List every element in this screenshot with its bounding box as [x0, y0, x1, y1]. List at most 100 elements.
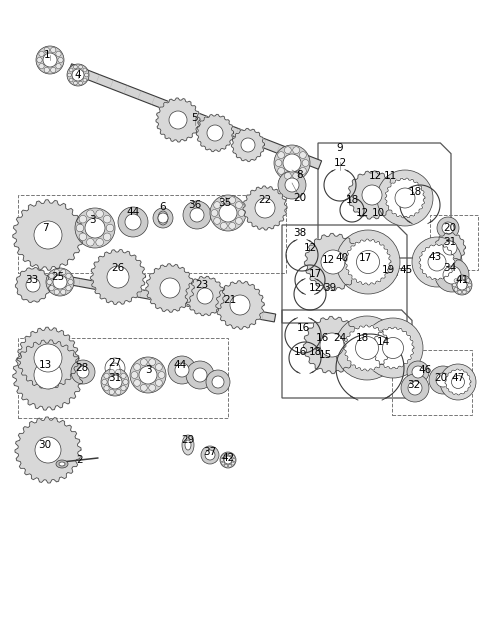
Circle shape — [76, 224, 84, 232]
Text: 13: 13 — [38, 360, 52, 370]
Circle shape — [283, 154, 301, 172]
Circle shape — [125, 214, 141, 230]
Circle shape — [255, 198, 275, 218]
Bar — [18, 195, 286, 273]
Text: 1: 1 — [44, 50, 50, 60]
Circle shape — [86, 238, 94, 246]
Circle shape — [302, 159, 309, 166]
Circle shape — [149, 384, 156, 391]
Circle shape — [102, 379, 107, 385]
Circle shape — [300, 167, 306, 174]
Text: 20: 20 — [434, 373, 447, 383]
Circle shape — [219, 204, 237, 222]
Text: 45: 45 — [399, 265, 413, 275]
Circle shape — [54, 289, 60, 295]
Circle shape — [395, 188, 415, 208]
Circle shape — [103, 216, 111, 223]
Circle shape — [49, 273, 54, 279]
Circle shape — [285, 147, 291, 154]
Circle shape — [231, 462, 234, 465]
Circle shape — [110, 363, 120, 373]
Text: 12: 12 — [368, 171, 382, 181]
Circle shape — [293, 173, 300, 179]
Circle shape — [466, 279, 470, 283]
Text: 14: 14 — [376, 337, 390, 347]
Circle shape — [363, 318, 423, 378]
Circle shape — [412, 366, 424, 378]
Text: 17: 17 — [359, 253, 372, 263]
Ellipse shape — [182, 435, 194, 455]
Circle shape — [443, 241, 457, 255]
Polygon shape — [372, 327, 414, 369]
Circle shape — [109, 369, 114, 375]
Circle shape — [101, 368, 129, 396]
Text: 31: 31 — [444, 237, 456, 247]
Circle shape — [50, 68, 56, 73]
Circle shape — [222, 462, 225, 465]
Text: 21: 21 — [223, 295, 237, 305]
Circle shape — [85, 218, 105, 238]
Text: 20: 20 — [293, 193, 307, 203]
Circle shape — [83, 78, 87, 82]
Polygon shape — [304, 233, 361, 291]
Circle shape — [230, 295, 250, 315]
Polygon shape — [419, 244, 455, 280]
Circle shape — [452, 375, 465, 389]
Circle shape — [236, 217, 242, 224]
Circle shape — [362, 185, 382, 205]
Ellipse shape — [59, 462, 65, 466]
Polygon shape — [13, 200, 83, 270]
Circle shape — [96, 238, 103, 246]
Circle shape — [139, 366, 157, 384]
Text: 23: 23 — [195, 280, 209, 290]
Text: 22: 22 — [258, 195, 272, 205]
Circle shape — [285, 178, 299, 192]
Circle shape — [207, 125, 223, 141]
Circle shape — [229, 197, 236, 204]
Text: 42: 42 — [221, 453, 235, 463]
Circle shape — [356, 336, 379, 360]
Text: 34: 34 — [444, 263, 456, 273]
Circle shape — [73, 81, 77, 85]
Text: 15: 15 — [318, 350, 332, 360]
Circle shape — [453, 283, 456, 287]
Circle shape — [458, 290, 462, 294]
Circle shape — [193, 368, 207, 382]
Circle shape — [39, 63, 44, 69]
Polygon shape — [434, 233, 466, 264]
Circle shape — [232, 458, 236, 461]
Circle shape — [118, 207, 148, 237]
Polygon shape — [243, 186, 287, 230]
Circle shape — [458, 276, 462, 280]
Circle shape — [34, 221, 62, 249]
Circle shape — [437, 217, 459, 239]
Circle shape — [225, 453, 228, 456]
Circle shape — [67, 64, 89, 86]
Text: 47: 47 — [451, 373, 465, 383]
Polygon shape — [146, 264, 194, 312]
Circle shape — [43, 53, 57, 67]
Circle shape — [36, 46, 64, 74]
Circle shape — [436, 373, 450, 387]
Circle shape — [107, 266, 129, 288]
Text: 29: 29 — [181, 435, 194, 445]
Polygon shape — [185, 276, 225, 316]
Text: 38: 38 — [293, 228, 307, 238]
Circle shape — [47, 279, 52, 284]
Circle shape — [229, 222, 236, 229]
Circle shape — [211, 210, 218, 216]
Polygon shape — [156, 98, 200, 142]
Text: 12: 12 — [334, 158, 347, 168]
Circle shape — [175, 363, 189, 377]
Circle shape — [440, 364, 476, 400]
Text: 44: 44 — [126, 207, 140, 217]
Circle shape — [377, 170, 433, 226]
Circle shape — [408, 381, 422, 395]
Circle shape — [285, 173, 291, 179]
Polygon shape — [68, 64, 322, 169]
Circle shape — [300, 152, 306, 159]
Circle shape — [468, 283, 471, 287]
Text: 16: 16 — [315, 333, 329, 343]
Bar — [18, 338, 228, 418]
Circle shape — [156, 379, 162, 386]
